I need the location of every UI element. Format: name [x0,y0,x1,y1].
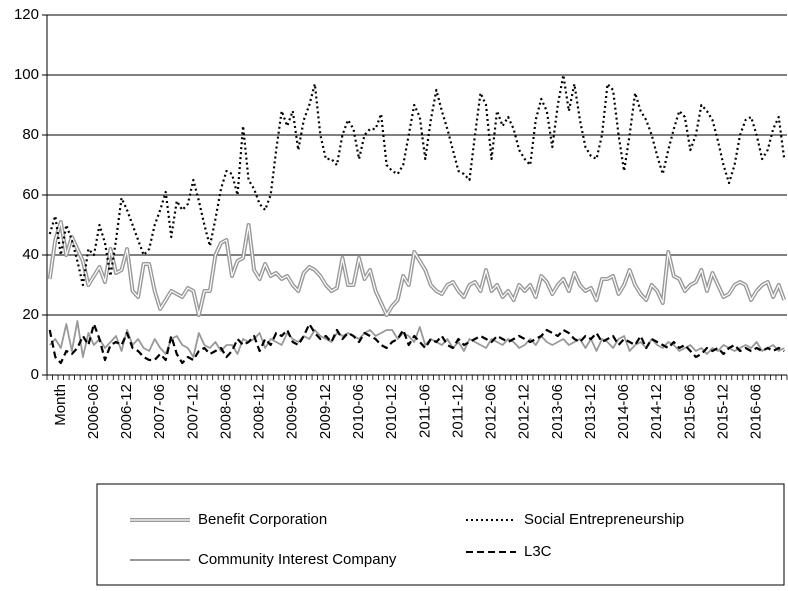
legend-label: Community Interest Company [198,551,397,568]
x-tick-label: 2013-06 [549,384,566,439]
x-tick-label: 2006-12 [118,384,135,439]
x-tick-label: 2009-12 [317,384,334,439]
series-line [48,322,785,365]
legend-box [96,483,785,586]
x-tick-label: 2012-12 [516,384,533,439]
x-tick-label: 2014-06 [615,384,632,439]
x-tick-label: 2007-06 [151,384,168,439]
x-tick-label: 2006-06 [85,384,102,439]
series-line-inner [49,221,785,316]
y-tick-label: 20 [22,306,39,323]
x-tick-label: Month [52,384,69,426]
series-line [47,220,787,317]
series-line [49,320,785,358]
x-tick-label: 2008-12 [251,384,268,439]
legend-label: Social Entrepreneurship [524,511,684,528]
y-tick-label: 40 [22,246,39,263]
y-tick-label: 60 [22,186,39,203]
x-tick-label: 2013-12 [582,384,599,439]
x-tick-label: 2011-06 [416,384,433,438]
x-tick-label: 2008-06 [217,384,234,439]
legend-label: L3C [524,543,552,560]
x-tick-label: 2012-06 [483,384,500,439]
y-tick-label: 120 [14,6,39,23]
x-tick-label: 2007-12 [184,384,201,439]
x-tick-label: 2015-12 [714,384,731,439]
x-tick-label: 2015-06 [681,384,698,439]
y-tick-label: 0 [31,366,39,383]
series-line [48,73,786,287]
x-tick-label: 2014-12 [648,384,665,439]
x-tick-label: 2010-06 [350,384,367,439]
x-tick-label: 2010-12 [383,384,400,439]
y-tick-label: 100 [14,66,39,83]
y-tick-label: 80 [22,126,39,143]
x-tick-label: 2009-06 [284,384,301,439]
x-tick-label: 2016-06 [748,384,765,439]
x-tick-label: 2011-12 [449,384,466,438]
legend-label: Benefit Corporation [198,511,327,528]
